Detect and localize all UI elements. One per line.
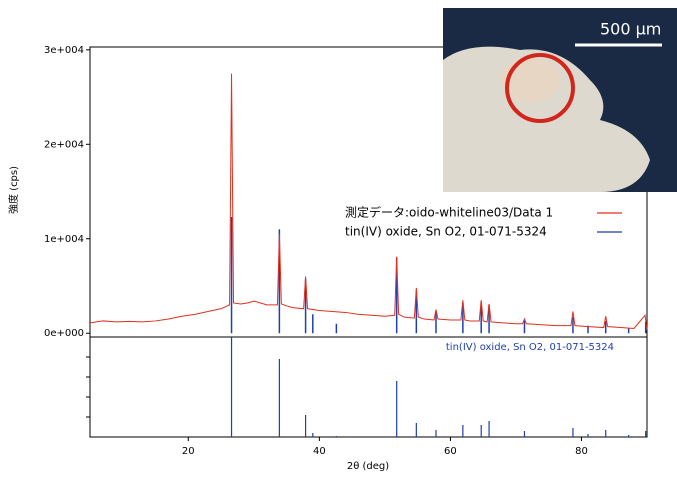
legend-label: 測定データ:oido-whiteline03/Data 1 bbox=[345, 205, 553, 220]
plot-layer: 0e+000 1e+004 2e+004 3e+004 測定データ:oido-white… bbox=[44, 45, 648, 457]
measured-line bbox=[89, 73, 648, 330]
reference-label: tin(IV) oxide, Sn O2, 01-071-5324 bbox=[446, 342, 614, 353]
y-axis-label: 強度 (cps) bbox=[7, 166, 20, 214]
x-tick-label: 20 bbox=[182, 446, 195, 457]
bottom-frame bbox=[89, 336, 648, 438]
x-tick-label: 40 bbox=[313, 446, 326, 457]
x-tick-label: 80 bbox=[575, 446, 588, 457]
scale-label: 500 μm bbox=[600, 20, 661, 39]
x-tick-label: 60 bbox=[444, 446, 457, 457]
y-tick-label: 3e+004 bbox=[44, 45, 84, 56]
y-tick-label: 0e+000 bbox=[44, 328, 84, 339]
y-tick-label: 2e+004 bbox=[44, 139, 84, 150]
y-tick-label: 1e+004 bbox=[44, 234, 84, 245]
highlight-circle bbox=[505, 53, 575, 123]
legend-label: tin(IV) oxide, Sn O2, 01-071-5324 bbox=[345, 225, 547, 239]
inset-photo: 500 μm bbox=[443, 8, 677, 192]
x-axis-label: 2θ (deg) bbox=[347, 461, 389, 472]
